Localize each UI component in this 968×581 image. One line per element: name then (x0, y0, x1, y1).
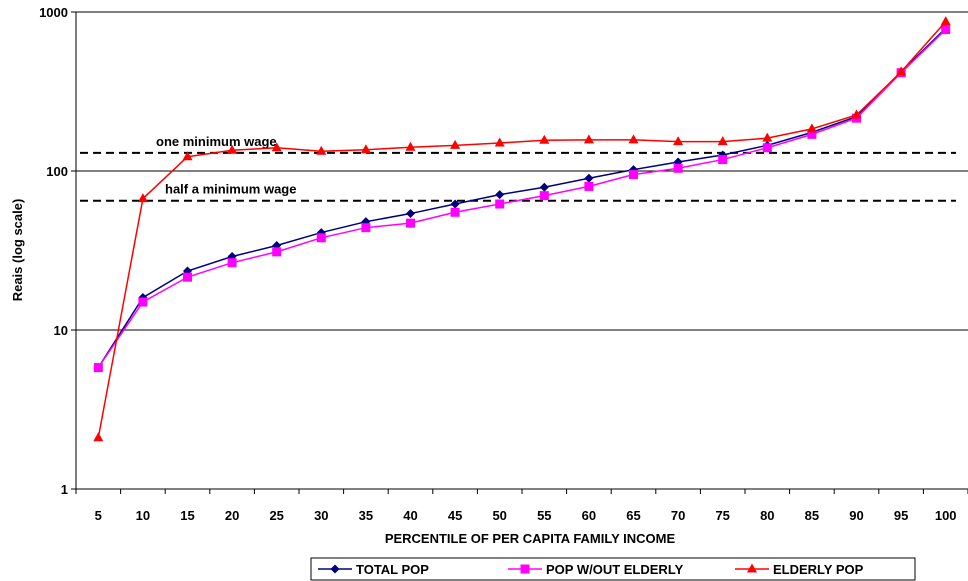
data-point (272, 247, 282, 257)
x-axis-ticks: 5 10 15 20 25 30 35 40 45 50 55 60 65 70 75 80 85 90 95 100 (75, 489, 968, 523)
series-line (97, 29, 947, 369)
series-line (97, 21, 947, 438)
x-tick-label: 10 (136, 508, 150, 523)
x-tick-label: 65 (626, 508, 640, 523)
data-point (762, 143, 772, 153)
x-tick-label: 50 (492, 508, 506, 523)
data-point (747, 563, 757, 573)
data-point (584, 181, 594, 191)
x-tick-label: 25 (269, 508, 283, 523)
data-point (405, 141, 416, 151)
y-tick-label: 1000 (39, 5, 68, 20)
data-point (406, 218, 415, 228)
data-point (93, 363, 103, 373)
data-point (450, 207, 460, 217)
x-tick-label: 90 (849, 508, 863, 523)
data-point (495, 190, 505, 200)
x-tick-label: 35 (359, 508, 373, 523)
data-point (584, 173, 594, 183)
x-tick-label: 95 (894, 508, 908, 523)
data-point (673, 163, 683, 173)
legend-box (310, 557, 916, 581)
data-point (495, 199, 505, 209)
plot-frame (75, 12, 968, 490)
series-line (97, 27, 947, 369)
series-pop-w-out-elderly (93, 25, 951, 373)
x-tick-label: 60 (582, 508, 596, 523)
data-point (583, 134, 594, 144)
data-point (183, 272, 192, 282)
data-point (360, 144, 371, 154)
data-point (450, 199, 460, 209)
data-point (539, 134, 550, 144)
data-point (406, 209, 415, 219)
data-point (316, 145, 327, 155)
y-tick-label: 10 (54, 323, 68, 338)
data-point (330, 564, 340, 574)
x-tick-label: 55 (537, 508, 551, 523)
x-tick-label: 45 (448, 508, 462, 523)
x-tick-label: 70 (671, 508, 685, 523)
x-tick-label: 85 (805, 508, 819, 523)
data-point (137, 193, 148, 203)
data-point (539, 191, 549, 201)
legend-entry-label: TOTAL POP (356, 562, 429, 577)
y-tick-label: 1 (61, 482, 68, 497)
data-point (138, 297, 148, 307)
series-total-pop (93, 23, 951, 373)
data-point (628, 134, 639, 144)
data-point (718, 155, 728, 165)
data-point (896, 66, 907, 76)
data-point (717, 136, 728, 146)
x-tick-label: 40 (403, 508, 417, 523)
series-group (93, 16, 951, 442)
legend: TOTAL POP POP W/OUT ELDERLY ELDERLY POP (310, 557, 916, 581)
data-point (807, 129, 817, 139)
data-point (361, 223, 371, 233)
data-point (806, 123, 817, 133)
data-point (941, 25, 951, 35)
y-axis-ticks: 1 10 100 1000 (39, 5, 76, 497)
y-tick-label: 100 (46, 164, 68, 179)
x-axis-label: PERCENTILE OF PER CAPITA FAMILY INCOME (385, 531, 676, 546)
data-point (673, 136, 684, 146)
data-point (271, 142, 282, 152)
data-point (450, 139, 461, 149)
data-point (227, 144, 238, 154)
x-tick-label: 30 (314, 508, 328, 523)
legend-entry-label: POP W/OUT ELDERLY (546, 562, 684, 577)
data-point (762, 132, 773, 142)
reference-line-label: one minimum wage (156, 134, 277, 149)
data-point (539, 182, 549, 192)
x-tick-label: 80 (760, 508, 774, 523)
gridlines (76, 11, 968, 331)
reference-lines: one minimum wage half a minimum wage (80, 134, 956, 202)
data-point (629, 170, 638, 180)
series-elderly-pop (93, 16, 951, 442)
data-point (940, 16, 951, 26)
x-tick-label: 75 (715, 508, 729, 523)
x-tick-label: 5 (95, 508, 102, 523)
data-point (494, 137, 505, 147)
y-axis-label: Reais (log scale) (10, 199, 25, 302)
data-point (851, 109, 862, 119)
legend-entry-label: ELDERLY POP (773, 562, 864, 577)
x-tick-label: 15 (180, 508, 194, 523)
x-tick-label: 100 (935, 508, 957, 523)
data-point (227, 258, 237, 268)
data-point (93, 432, 104, 442)
data-point (316, 233, 326, 243)
x-tick-label: 20 (225, 508, 239, 523)
data-point (182, 151, 193, 161)
data-point (520, 564, 530, 574)
reference-line-label: half a minimum wage (165, 182, 296, 197)
